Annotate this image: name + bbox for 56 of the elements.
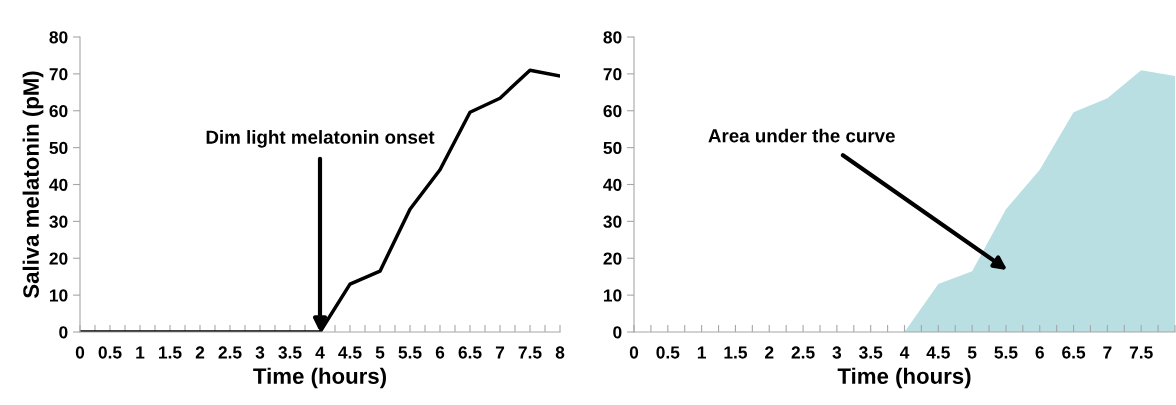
x-tick-label: 3.5 (859, 346, 883, 359)
x-tick-label: 7 (1103, 346, 1112, 359)
x-tick-label: 2 (195, 346, 205, 359)
x-tick-label: 0 (629, 346, 639, 359)
x-tick-label: 0 (75, 346, 85, 359)
y-axis-title: Saliva melatonin (pM) (22, 71, 44, 299)
x-tick-label: 4 (315, 346, 325, 359)
x-tick-label: 1.5 (724, 346, 748, 359)
x-tick-label: 8 (555, 346, 565, 359)
y-tick-label: 50 (49, 141, 68, 155)
y-tick-label: 30 (603, 215, 622, 228)
y-tick-label: 60 (49, 104, 68, 118)
x-axis-title: Time (hours) (837, 367, 971, 389)
x-tick-label: 3.5 (278, 346, 302, 359)
x-tick-label: 2.5 (791, 346, 815, 359)
x-tick-label: 4.5 (926, 346, 950, 359)
y-tick-label: 0 (59, 326, 68, 339)
x-tick-label: 5.5 (398, 346, 422, 359)
annotation: Dim light melatonin onset (206, 130, 435, 148)
y-tick-label: 60 (603, 104, 622, 118)
x-tick-label: 6 (435, 346, 445, 359)
y-tick-label: 50 (603, 141, 622, 155)
x-tick-label: 0.5 (656, 346, 680, 359)
y-tick-label: 0 (613, 326, 622, 339)
x-tick-label: 7 (495, 346, 505, 359)
annotation: Area under the curve (708, 128, 895, 143)
x-tick-label: 6.5 (458, 346, 482, 359)
x-axis-title: Time (hours) (253, 367, 386, 389)
x-tick-label: 5 (967, 346, 977, 359)
y-tick-label: 40 (49, 178, 68, 191)
x-tick-label: 1.5 (159, 346, 182, 359)
x-tick-label: 1 (697, 346, 706, 359)
y-tick-label: 20 (603, 252, 622, 265)
x-tick-label: 7.5 (518, 346, 542, 359)
x-tick-label: 2 (765, 346, 774, 359)
y-tick-label: 80 (49, 31, 68, 44)
x-tick-label: 0.5 (98, 346, 122, 359)
x-tick-label: 5.5 (994, 346, 1018, 359)
x-tick-label: 5 (375, 346, 385, 359)
y-tick-label: 40 (603, 178, 622, 191)
y-tick-label: 80 (603, 31, 622, 44)
x-tick-label: 6.5 (1062, 346, 1086, 359)
y-tick-label: 30 (49, 215, 68, 228)
y-tick-label: 10 (49, 289, 68, 302)
x-tick-label: 3 (255, 346, 265, 359)
x-tick-label: 6 (1035, 346, 1044, 359)
x-tick-label: 7.5 (1129, 346, 1153, 359)
x-tick-label: 4.5 (338, 346, 362, 359)
x-tick-label: 4 (899, 346, 910, 359)
x-tick-label: 2.5 (218, 346, 242, 359)
y-tick-label: 70 (603, 68, 622, 81)
y-tick-label: 70 (49, 68, 68, 81)
x-tick-label: 3 (832, 346, 842, 359)
y-tick-label: 20 (49, 252, 68, 265)
y-tick-label: 10 (603, 289, 622, 302)
x-tick-label: 1 (136, 346, 145, 359)
